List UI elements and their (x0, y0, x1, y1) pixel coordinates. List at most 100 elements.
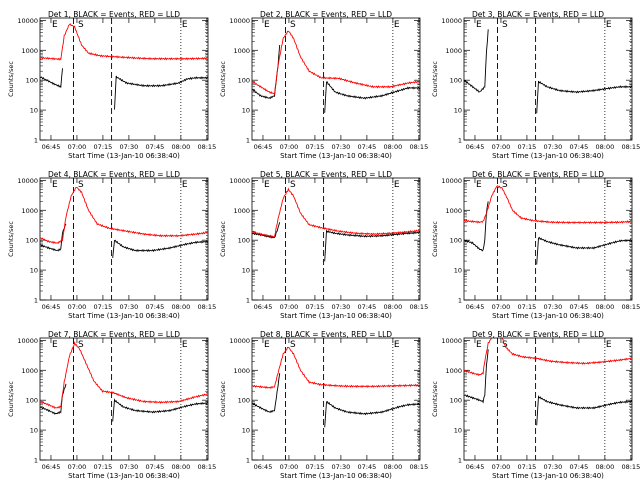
series-lld-line (463, 337, 493, 377)
x-tick-label: 07:00 (492, 303, 511, 311)
panel-det-8: Det 8, BLACK = Events, RED = LLD 1 10 100 10… (219, 330, 428, 480)
y-tick-label: 1 (458, 457, 462, 465)
y-tick-label: 1 (246, 297, 250, 305)
series-events-line (39, 223, 67, 252)
y-tick-label: 10000 (441, 17, 462, 25)
marker-e-left: E (52, 20, 58, 30)
x-tick-label: 07:45 (358, 303, 377, 311)
plot-frame (39, 177, 209, 301)
plot-frame (463, 337, 633, 461)
y-tick-label: 100 (26, 237, 38, 245)
marker-s: S (290, 340, 296, 350)
panel-title: Det 7, BLACK = Events, RED = LLD (48, 330, 180, 339)
series-events-line (112, 239, 209, 258)
x-axis-label: Start Time (13-Jan-10 06:38:40) (492, 152, 604, 160)
x-tick-label: 07:15 (94, 303, 113, 311)
marker-e-left: E (264, 180, 270, 190)
y-axis-label: Counts/sec (7, 381, 15, 417)
y-axis-label: Counts/sec (219, 381, 227, 417)
x-tick-label: 08:15 (197, 303, 216, 311)
x-tick-label: 06:45 (42, 143, 61, 151)
x-tick-label: 08:00 (383, 303, 402, 311)
y-tick-label: 10000 (229, 177, 250, 185)
x-tick-label: 07:30 (332, 303, 351, 311)
panel-det-9: Det 9, BLACK = Events, RED = LLD 1 10 100 10… (431, 330, 640, 480)
y-tick-label: 1 (34, 137, 38, 145)
y-tick-label: 1000 (445, 367, 462, 375)
x-tick-label: 07:30 (544, 143, 563, 151)
y-tick-label: 1 (246, 457, 250, 465)
x-tick-label: 07:00 (280, 463, 299, 471)
x-tick-label: 08:00 (171, 463, 190, 471)
panel-det-4: Det 4, BLACK = Events, RED = LLD 1 10 100 10… (7, 170, 216, 320)
x-tick-label: 07:45 (570, 303, 589, 311)
x-tick-label: 06:45 (254, 463, 273, 471)
x-tick-label: 08:15 (197, 143, 216, 151)
x-tick-label: 07:45 (570, 143, 589, 151)
y-tick-label: 1000 (21, 367, 38, 375)
series-events-line (463, 349, 489, 404)
series-lld-line (39, 187, 209, 245)
y-tick-label: 10 (242, 267, 250, 275)
x-tick-label: 07:00 (492, 463, 511, 471)
x-tick-label: 08:15 (621, 463, 640, 471)
y-tick-label: 100 (238, 397, 250, 405)
x-tick-label: 07:15 (518, 463, 537, 471)
x-tick-label: 08:00 (383, 143, 402, 151)
x-axis-label: Start Time (13-Jan-10 06:38:40) (68, 152, 180, 160)
marker-s: S (502, 180, 508, 190)
x-tick-label: 08:00 (595, 143, 614, 151)
marker-e-left: E (476, 180, 482, 190)
y-tick-label: 10 (242, 427, 250, 435)
marker-e-left: E (264, 340, 270, 350)
panel-title: Det 4, BLACK = Events, RED = LLD (48, 170, 180, 179)
series-events-line (251, 373, 281, 414)
x-axis-label: Start Time (13-Jan-10 06:38:40) (492, 312, 604, 320)
series-lld-line (39, 341, 209, 409)
series-lld-line (464, 185, 633, 225)
y-tick-label: 10000 (441, 177, 462, 185)
y-tick-label: 1 (34, 297, 38, 305)
y-tick-label: 1 (34, 457, 38, 465)
x-tick-label: 08:15 (197, 463, 216, 471)
x-axis-label: Start Time (13-Jan-10 06:38:40) (280, 312, 392, 320)
x-tick-label: 07:45 (146, 463, 165, 471)
x-tick-label: 07:30 (120, 463, 139, 471)
y-tick-label: 10 (454, 427, 462, 435)
panel-title: Det 8, BLACK = Events, RED = LLD (260, 330, 392, 339)
series-events-line (324, 401, 421, 428)
x-tick-label: 07:30 (544, 303, 563, 311)
y-tick-label: 10000 (17, 177, 38, 185)
y-tick-label: 10000 (229, 17, 250, 25)
y-tick-label: 10 (454, 107, 462, 115)
series-events-line (114, 75, 209, 110)
marker-e-right: E (606, 340, 612, 350)
marker-e-right: E (394, 340, 400, 350)
panel-det-6: Det 6, BLACK = Events, RED = LLD 1 10 100 10… (431, 170, 640, 320)
panel-title: Det 3, BLACK = Events, RED = LLD (472, 10, 604, 19)
marker-e-left: E (264, 20, 270, 30)
y-tick-label: 10000 (441, 337, 462, 345)
y-axis-label: Counts/sec (7, 221, 15, 257)
x-tick-label: 06:45 (466, 143, 485, 151)
plot-frame (463, 177, 633, 301)
y-axis-label: Counts/sec (431, 381, 439, 417)
x-tick-label: 08:15 (409, 303, 428, 311)
x-tick-label: 07:15 (94, 143, 113, 151)
x-tick-label: 08:00 (595, 303, 614, 311)
marker-e-right: E (606, 20, 612, 30)
series-events-line (112, 398, 209, 422)
panel-title: Det 5, BLACK = Events, RED = LLD (260, 170, 392, 179)
marker-e-right: E (606, 180, 612, 190)
y-tick-label: 100 (450, 397, 462, 405)
panel-title: Det 1, BLACK = Events, RED = LLD (48, 10, 180, 19)
x-tick-label: 08:00 (171, 143, 190, 151)
series-lld-line (39, 23, 209, 61)
x-tick-label: 08:00 (595, 463, 614, 471)
marker-s: S (78, 340, 84, 350)
y-tick-label: 10 (454, 267, 462, 275)
y-tick-label: 100 (450, 77, 462, 85)
marker-e-left: E (476, 340, 482, 350)
x-tick-label: 07:45 (146, 303, 165, 311)
x-tick-label: 08:15 (621, 143, 640, 151)
